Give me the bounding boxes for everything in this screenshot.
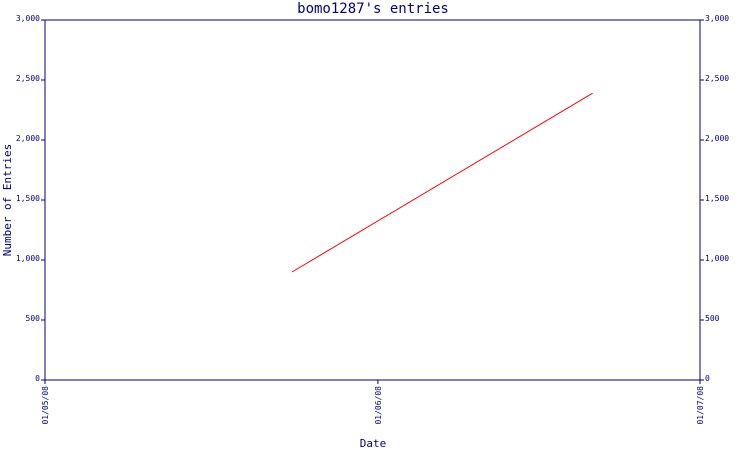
y-tick-label-left-2: 1,000 xyxy=(16,254,40,263)
y-tick-label-right-5: 2,500 xyxy=(705,74,729,83)
x-tick-label-1: 01/06/08 xyxy=(374,386,383,425)
y-tick-label-left-3: 1,500 xyxy=(16,194,40,203)
y-tick-label-left-5: 2,500 xyxy=(16,74,40,83)
y-tick-label-left-0: 0 xyxy=(35,374,40,383)
x-axis-label: Date xyxy=(360,437,387,450)
y-tick-label-right-4: 2,000 xyxy=(705,134,729,143)
x-tick-label-2: 01/07/08 xyxy=(696,386,705,425)
x-tick-label-0: 01/05/08 xyxy=(41,386,50,425)
y-tick-label-right-3: 1,500 xyxy=(705,194,729,203)
y-tick-label-left-1: 500 xyxy=(26,314,41,323)
y-tick-label-left-6: 3,000 xyxy=(16,14,40,23)
x-axis: 01/05/08 01/06/08 01/07/08 xyxy=(41,380,705,425)
plot-frame xyxy=(44,19,701,381)
left-axis: 0 500 1,000 1,500 2,000 2,500 3,000 xyxy=(16,14,45,383)
y-axis-label: Number of Entries xyxy=(1,144,14,257)
series-group xyxy=(291,92,593,273)
y-tick-label-left-4: 2,000 xyxy=(16,134,40,143)
y-tick-label-right-2: 1,000 xyxy=(705,254,729,263)
right-axis: 0 500 1,000 1,500 2,000 2,500 3,000 xyxy=(700,14,729,383)
y-tick-label-right-6: 3,000 xyxy=(705,14,729,23)
series-line-0 xyxy=(291,92,593,273)
y-tick-label-right-1: 500 xyxy=(705,314,720,323)
y-tick-label-right-0: 0 xyxy=(705,374,710,383)
chart-title: bomo1287's entries xyxy=(297,1,449,17)
